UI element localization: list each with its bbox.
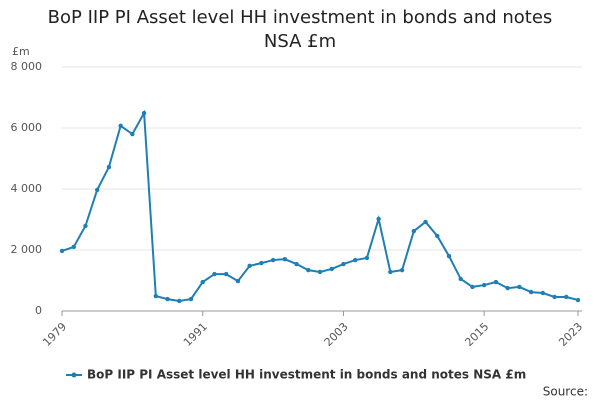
point <box>106 164 112 170</box>
point <box>446 253 452 259</box>
y-tick-label: 4 000 <box>11 182 43 195</box>
point <box>130 131 135 137</box>
point <box>282 256 288 262</box>
y-axis-label: £m <box>12 45 30 58</box>
point <box>223 271 229 277</box>
x-tick-label: 1991 <box>181 320 210 349</box>
y-tick-label: 8 000 <box>11 60 43 73</box>
y-tick-label: 6 000 <box>11 121 43 134</box>
point <box>306 267 311 273</box>
point <box>517 284 522 290</box>
point <box>235 278 241 284</box>
y-tick-label: 2 000 <box>11 243 43 256</box>
point <box>552 294 557 300</box>
point <box>540 290 546 296</box>
point <box>481 282 487 288</box>
x-tick-label: 2003 <box>322 320 351 349</box>
point <box>399 267 405 273</box>
point <box>564 294 569 300</box>
point <box>177 298 182 304</box>
point <box>458 276 463 282</box>
point <box>212 271 217 277</box>
point <box>411 228 417 234</box>
point <box>259 260 264 266</box>
point <box>294 261 299 267</box>
point <box>388 269 393 275</box>
point <box>575 297 581 303</box>
point <box>505 285 510 291</box>
point <box>165 296 170 302</box>
source: Source: <box>543 385 588 399</box>
chart-title: BoP IIP PI Asset level HH investment in … <box>47 7 553 52</box>
legend-label: BoP IIP PI Asset level HH investment in … <box>87 368 526 382</box>
x-tick-label: 2023 <box>556 320 585 349</box>
point <box>329 266 334 272</box>
point <box>118 123 123 129</box>
legend-marker <box>71 372 77 378</box>
point <box>364 255 370 261</box>
point <box>247 263 252 269</box>
point <box>270 257 276 263</box>
point <box>423 219 428 225</box>
point <box>71 244 76 250</box>
point <box>435 233 440 239</box>
point <box>352 257 358 263</box>
x-tick-label: 2015 <box>462 320 491 349</box>
point <box>528 289 534 295</box>
point <box>470 284 475 290</box>
x-tick-label: 1979 <box>40 320 69 349</box>
point <box>83 223 88 229</box>
point <box>317 269 323 275</box>
y-tick-label: 0 <box>35 304 42 317</box>
point <box>153 293 159 299</box>
point <box>59 248 65 254</box>
point <box>200 279 205 285</box>
point <box>94 187 100 193</box>
point <box>141 110 147 116</box>
point <box>493 279 499 285</box>
point <box>376 216 381 222</box>
point <box>341 261 346 267</box>
point <box>188 296 194 302</box>
